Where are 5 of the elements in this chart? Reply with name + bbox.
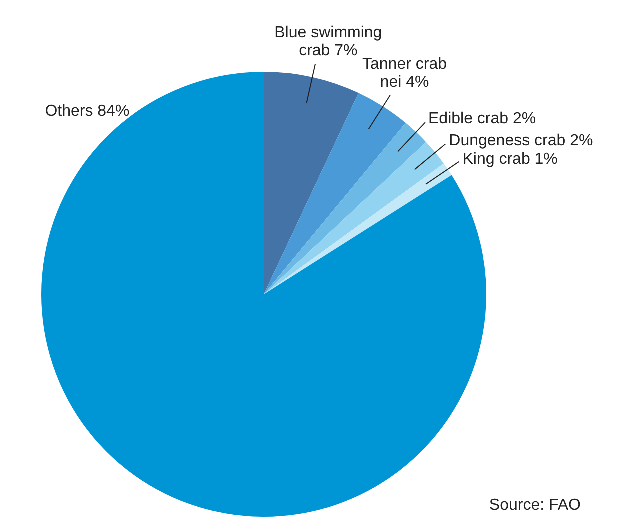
slice-label: Others 84% [45, 102, 130, 120]
source-note: Source: FAO [489, 497, 581, 515]
slice-label: King crab 1% [462, 150, 558, 168]
slice-label: Dungeness crab 2% [449, 132, 594, 150]
slice-label: Edible crab 2% [428, 110, 536, 128]
